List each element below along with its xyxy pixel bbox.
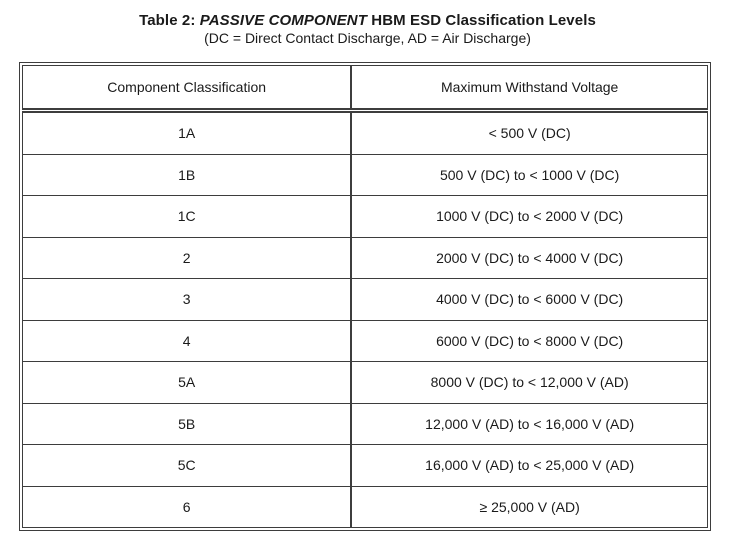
esd-classification-table-frame: Component Classification Maximum Withsta…: [19, 62, 711, 531]
classification-cell: 5C: [22, 444, 353, 487]
table-row: 1A < 500 V (DC): [22, 110, 709, 155]
classification-cell: 5B: [22, 402, 353, 445]
table-title-emphasis: PASSIVE COMPONENT: [199, 12, 367, 29]
voltage-cell: 4000 V (DC) to < 6000 V (DC): [350, 278, 709, 321]
column-header-maximum-withstand-voltage: Maximum Withstand Voltage: [350, 65, 709, 113]
classification-cell: 5A: [22, 361, 353, 404]
voltage-cell: 12,000 V (AD) to < 16,000 V (AD): [350, 402, 709, 445]
table-title-prefix: Table 2:: [139, 12, 200, 29]
classification-cell: 1B: [22, 153, 353, 196]
classification-cell: 6: [22, 485, 353, 528]
voltage-cell: 2000 V (DC) to < 4000 V (DC): [350, 236, 709, 279]
table-row: 4 6000 V (DC) to < 8000 V (DC): [22, 319, 709, 362]
voltage-cell: 16,000 V (AD) to < 25,000 V (AD): [350, 444, 709, 487]
header-row: Component Classification Maximum Withsta…: [22, 65, 709, 113]
table-row: 3 4000 V (DC) to < 6000 V (DC): [22, 278, 709, 321]
table-row: 1C 1000 V (DC) to < 2000 V (DC): [22, 195, 709, 238]
table-row: 2 2000 V (DC) to < 4000 V (DC): [22, 236, 709, 279]
classification-cell: 1C: [22, 195, 353, 238]
table-caption: Table 2: PASSIVE COMPONENT HBM ESD Class…: [0, 0, 735, 47]
voltage-cell: 6000 V (DC) to < 8000 V (DC): [350, 319, 709, 362]
classification-cell: 3: [22, 278, 353, 321]
column-header-component-classification: Component Classification: [22, 65, 353, 113]
voltage-cell: 8000 V (DC) to < 12,000 V (AD): [350, 361, 709, 404]
table-row: 5A 8000 V (DC) to < 12,000 V (AD): [22, 361, 709, 404]
table-row: 5C 16,000 V (AD) to < 25,000 V (AD): [22, 444, 709, 487]
table-row: 1B 500 V (DC) to < 1000 V (DC): [22, 153, 709, 196]
classification-cell: 4: [22, 319, 353, 362]
classification-cell: 1A: [22, 110, 353, 155]
table-title-suffix: HBM ESD Classification Levels: [367, 12, 596, 29]
table-row: 6 ≥ 25,000 V (AD): [22, 485, 709, 528]
table-title: Table 2: PASSIVE COMPONENT HBM ESD Class…: [0, 12, 735, 30]
esd-classification-table: Component Classification Maximum Withsta…: [22, 65, 709, 528]
table-subtitle: (DC = Direct Contact Discharge, AD = Air…: [204, 30, 531, 46]
voltage-cell: 500 V (DC) to < 1000 V (DC): [350, 153, 709, 196]
classification-cell: 2: [22, 236, 353, 279]
voltage-cell: 1000 V (DC) to < 2000 V (DC): [350, 195, 709, 238]
voltage-cell: < 500 V (DC): [350, 110, 709, 155]
voltage-cell: ≥ 25,000 V (AD): [350, 485, 709, 528]
table-row: 5B 12,000 V (AD) to < 16,000 V (AD): [22, 402, 709, 445]
